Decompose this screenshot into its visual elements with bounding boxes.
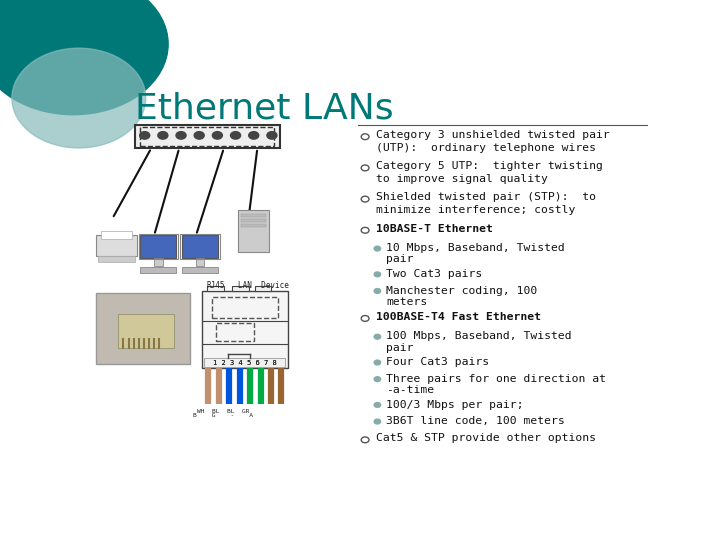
Text: meters: meters [387, 297, 428, 307]
Text: 3B6T line code, 100 meters: 3B6T line code, 100 meters [387, 416, 565, 426]
Circle shape [12, 48, 145, 148]
Text: 10 Mbps, Baseband, Twisted: 10 Mbps, Baseband, Twisted [387, 243, 565, 253]
Text: B    G    -    A: B G - A [193, 413, 253, 418]
Text: Ethernet LANs: Ethernet LANs [135, 92, 393, 126]
Bar [196, 258, 204, 266]
Text: 100BASE-T4 Fast Ethernet: 100BASE-T4 Fast Ethernet [377, 312, 541, 322]
Text: pair: pair [387, 254, 414, 265]
Bar [182, 235, 218, 258]
Circle shape [374, 360, 381, 365]
Bar [99, 256, 135, 262]
Text: -a-time: -a-time [387, 385, 434, 395]
Bar [240, 219, 266, 222]
Bar [96, 235, 138, 256]
Circle shape [0, 0, 168, 114]
Text: LAN  Device: LAN Device [238, 281, 289, 291]
Text: 1 2 3 4 5 6 7 8: 1 2 3 4 5 6 7 8 [213, 360, 276, 366]
Bar [140, 235, 176, 258]
Bar [233, 286, 249, 292]
Bar [138, 234, 178, 259]
Bar [181, 234, 220, 259]
Text: 100 Mbps, Baseband, Twisted: 100 Mbps, Baseband, Twisted [387, 332, 572, 341]
Text: pair: pair [387, 342, 414, 353]
Circle shape [194, 132, 204, 139]
Text: 10BASE-T Ethernet: 10BASE-T Ethernet [377, 224, 493, 234]
Circle shape [374, 334, 381, 339]
Bar [182, 267, 218, 273]
Text: Shielded twisted pair (STP):  to: Shielded twisted pair (STP): to [377, 192, 596, 202]
Circle shape [374, 288, 381, 293]
Circle shape [230, 132, 240, 139]
Bar [140, 267, 176, 273]
Circle shape [176, 132, 186, 139]
Bar [204, 358, 285, 367]
Circle shape [267, 132, 277, 139]
Circle shape [374, 402, 381, 407]
Text: minimize interference; costly: minimize interference; costly [377, 205, 575, 215]
Bar [202, 292, 288, 368]
Bar [135, 125, 280, 148]
Text: Four Cat3 pairs: Four Cat3 pairs [387, 357, 490, 367]
Text: Category 5 UTP:  tighter twisting: Category 5 UTP: tighter twisting [377, 161, 603, 171]
Bar [154, 258, 163, 266]
Bar [140, 127, 274, 146]
Text: RJ45: RJ45 [206, 281, 225, 291]
Text: Category 3 unshielded twisted pair: Category 3 unshielded twisted pair [377, 130, 610, 140]
Circle shape [248, 132, 258, 139]
Circle shape [374, 272, 381, 277]
Text: (UTP):  ordinary telephone wires: (UTP): ordinary telephone wires [377, 143, 596, 153]
Bar [101, 231, 132, 239]
Circle shape [212, 132, 222, 139]
Text: to improve signal quality: to improve signal quality [377, 174, 548, 184]
Text: Two Cat3 pairs: Two Cat3 pairs [387, 269, 482, 279]
Text: 1 2 3 4 5 6 7 8: 1 2 3 4 5 6 7 8 [213, 360, 276, 366]
Text: WH  BL  BL  GR: WH BL BL GR [197, 409, 249, 414]
Bar [255, 286, 271, 292]
Text: Three pairs for one direction at: Three pairs for one direction at [387, 374, 606, 384]
Bar [215, 323, 254, 341]
Text: 100/3 Mbps per pair;: 100/3 Mbps per pair; [387, 400, 523, 409]
Circle shape [374, 419, 381, 424]
Bar [118, 314, 174, 348]
Text: Cat5 & STP provide other options: Cat5 & STP provide other options [377, 433, 596, 443]
Text: Manchester coding, 100: Manchester coding, 100 [387, 286, 538, 295]
Bar [207, 286, 224, 292]
Bar [240, 214, 266, 217]
Circle shape [140, 132, 150, 139]
Bar [96, 293, 190, 364]
Circle shape [158, 132, 168, 139]
Bar [212, 297, 278, 319]
Circle shape [374, 246, 381, 251]
Circle shape [374, 377, 381, 382]
Bar [240, 224, 266, 227]
Bar [238, 210, 269, 252]
